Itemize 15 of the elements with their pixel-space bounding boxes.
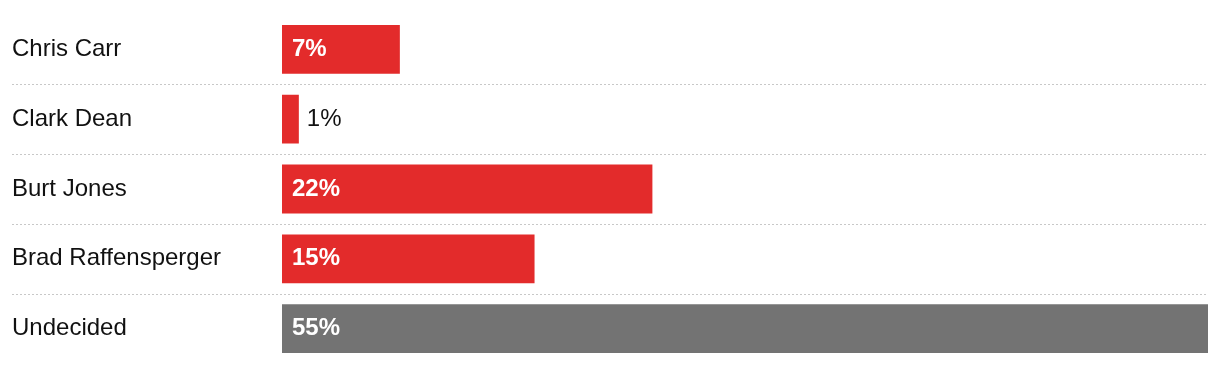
bar	[282, 164, 653, 214]
data-label: 55%	[292, 313, 341, 341]
data-label: 1%	[306, 103, 342, 131]
data-label: 22%	[292, 173, 341, 201]
y-tick-label: Clark Dean	[12, 103, 133, 131]
y-tick-label: Undecided	[12, 313, 127, 341]
data-label: 7%	[292, 33, 327, 61]
data-label: 15%	[292, 243, 341, 271]
bar	[282, 94, 299, 144]
y-tick-label: Brad Raffensperger	[12, 243, 222, 271]
y-tick-label: Chris Carr	[12, 33, 122, 61]
y-tick-label: Burt Jones	[12, 173, 127, 201]
bar	[282, 234, 535, 284]
bar	[282, 24, 400, 74]
bar	[282, 304, 1208, 354]
